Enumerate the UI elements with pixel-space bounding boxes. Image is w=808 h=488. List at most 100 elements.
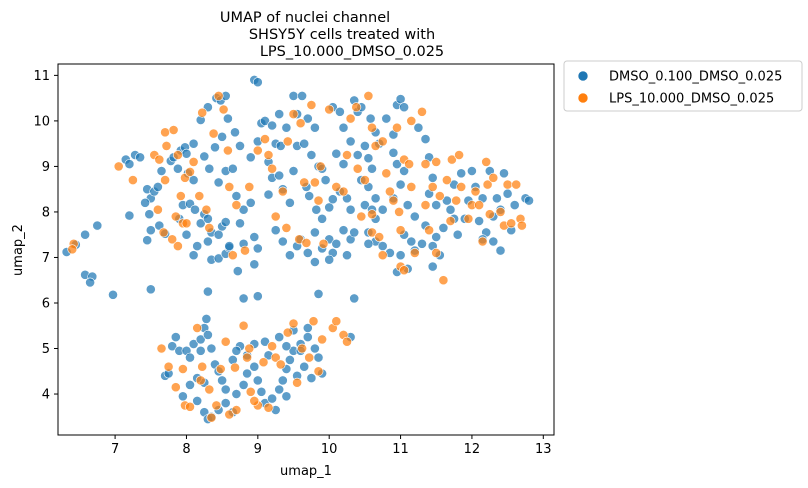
- point-series-0-183: [428, 173, 437, 182]
- point-series-0-9: [125, 160, 134, 169]
- title-line-3: LPS_10.000_DMSO_0.025: [260, 44, 444, 60]
- point-series-0-172: [410, 212, 419, 221]
- point-series-0-75: [253, 244, 262, 253]
- legend-label-dmso: DMSO_0.100_DMSO_0.025: [609, 70, 782, 85]
- point-series-1-31: [232, 201, 241, 210]
- point-series-1-67: [385, 187, 394, 196]
- point-series-0-207: [492, 194, 501, 203]
- point-series-1-30: [225, 182, 234, 191]
- point-series-1-139: [305, 353, 314, 362]
- point-series-1-57: [346, 114, 355, 123]
- point-series-1-116: [171, 383, 180, 392]
- point-series-0-249: [257, 387, 266, 396]
- point-series-0-219: [171, 333, 180, 342]
- title-line-1: UMAP of nuclei channel: [220, 10, 390, 26]
- point-series-0-255: [285, 355, 294, 364]
- point-series-0-227: [203, 330, 212, 339]
- point-series-1-105: [485, 210, 494, 219]
- point-series-1-100: [471, 187, 480, 196]
- x-tick-label-2: 9: [254, 442, 262, 457]
- point-series-0-171: [403, 201, 412, 210]
- point-series-1-43: [289, 110, 298, 119]
- point-series-0-106: [289, 91, 298, 100]
- point-series-0-279: [196, 346, 205, 355]
- point-series-0-48: [214, 230, 223, 239]
- point-series-0-107: [298, 91, 307, 100]
- point-series-0-99: [303, 248, 312, 257]
- point-series-1-14: [171, 212, 180, 221]
- point-series-0-31: [189, 176, 198, 185]
- y-tick-label-0: 4: [42, 388, 50, 403]
- point-series-0-134: [335, 107, 344, 116]
- point-series-1-6: [162, 141, 171, 150]
- point-series-0-96: [285, 251, 294, 260]
- point-series-1-92: [442, 176, 451, 185]
- point-series-1-102: [478, 237, 487, 246]
- point-series-0-67: [228, 164, 237, 173]
- point-series-0-209: [499, 169, 508, 178]
- point-series-1-149: [245, 344, 254, 353]
- point-series-1-110: [507, 219, 516, 228]
- point-series-1-115: [164, 362, 173, 371]
- point-series-0-252: [275, 385, 284, 394]
- point-series-1-147: [230, 363, 239, 372]
- point-series-0-95: [278, 237, 287, 246]
- point-series-1-98: [464, 214, 473, 223]
- point-series-0-63: [182, 149, 191, 158]
- point-series-0-211: [510, 201, 519, 210]
- point-series-1-68: [367, 210, 376, 219]
- point-series-0-20: [146, 226, 155, 235]
- point-series-1-119: [193, 323, 202, 332]
- point-series-1-47: [302, 238, 311, 247]
- legend-label-lps: LPS_10.000_DMSO_0.025: [609, 92, 774, 107]
- x-axis-ticks: 7 8 9 10 11 12 13: [111, 435, 552, 457]
- x-tick-label-6: 13: [535, 442, 552, 457]
- point-series-0-19: [143, 236, 152, 245]
- point-series-1-148: [250, 396, 259, 405]
- x-tick-label-3: 10: [321, 442, 338, 457]
- point-series-0-50: [221, 217, 230, 226]
- point-series-1-23: [202, 205, 211, 214]
- point-series-0-280: [232, 346, 241, 355]
- point-series-0-41: [203, 237, 212, 246]
- point-series-0-141: [339, 160, 348, 169]
- point-series-1-118: [185, 402, 194, 411]
- point-series-1-122: [212, 401, 221, 410]
- point-series-1-96: [457, 182, 466, 191]
- point-series-0-128: [346, 205, 355, 214]
- point-series-0-193: [446, 205, 455, 214]
- point-series-0-148: [371, 194, 380, 203]
- point-series-1-62: [364, 91, 373, 100]
- point-series-0-109: [310, 123, 319, 132]
- point-series-0-94: [271, 226, 280, 235]
- point-series-1-27: [219, 105, 228, 114]
- point-series-0-228: [207, 344, 216, 353]
- point-series-1-129: [246, 387, 255, 396]
- legend-marker-lps: [578, 93, 588, 103]
- point-series-1-9: [173, 150, 182, 159]
- point-series-0-43: [189, 251, 198, 260]
- point-series-0-175: [396, 251, 405, 260]
- point-series-0-58: [230, 128, 239, 137]
- point-series-0-90: [275, 171, 284, 180]
- point-series-0-235: [185, 380, 194, 389]
- point-series-1-140: [309, 317, 318, 326]
- point-series-0-76: [233, 267, 242, 276]
- point-series-0-113: [321, 176, 330, 185]
- point-series-1-7: [169, 125, 178, 134]
- point-series-0-161: [382, 114, 391, 123]
- point-series-0-129: [339, 226, 348, 235]
- scatter-points: [62, 75, 534, 423]
- point-series-0-140: [332, 149, 341, 158]
- point-series-1-3: [128, 176, 137, 185]
- point-series-1-152: [207, 413, 216, 422]
- point-series-0-115: [312, 205, 321, 214]
- point-series-0-101: [289, 166, 298, 175]
- point-series-1-132: [264, 403, 273, 412]
- point-series-0-85: [275, 110, 284, 119]
- point-series-1-80: [410, 248, 419, 257]
- point-series-1-144: [332, 317, 341, 326]
- point-series-1-58: [352, 103, 361, 112]
- point-series-1-126: [232, 405, 241, 414]
- point-series-0-274: [282, 342, 291, 351]
